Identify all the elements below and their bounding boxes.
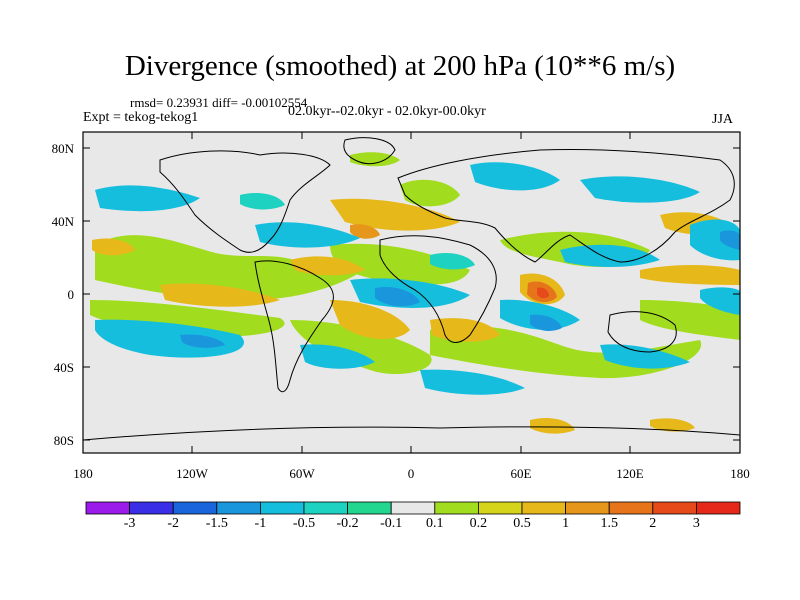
colorbar-swatch — [129, 501, 174, 515]
contour-positive-band — [430, 318, 500, 342]
colorbar-label: -2 — [167, 516, 180, 531]
colorbar-swatch — [347, 501, 392, 515]
coastlines — [83, 137, 740, 441]
contour-negative-band — [580, 176, 700, 203]
coastline-eurasia — [397, 149, 735, 263]
contour-negative-band — [420, 369, 525, 395]
contour-positive-band — [330, 243, 470, 285]
contour-strong-negative — [375, 286, 420, 307]
colorbar-label: -0.1 — [380, 516, 403, 531]
lat-label-40s: 40S — [53, 360, 74, 375]
season-label: JJA — [712, 112, 734, 127]
contour-negative-band — [430, 253, 475, 270]
contour-negative-band — [470, 162, 560, 191]
colorbar-swatch — [608, 501, 654, 515]
colorbar-swatch — [390, 501, 436, 515]
contour-strong-negative — [720, 230, 740, 250]
contour-negative-band — [300, 344, 375, 369]
contour-positive-band — [290, 320, 432, 375]
lat-label-0: 0 — [67, 287, 75, 302]
colorbar-label: -0.2 — [336, 516, 359, 531]
colorbar-label: 2 — [649, 516, 657, 531]
colorbar-swatch — [652, 501, 697, 515]
colorbar-label: -1.5 — [205, 516, 228, 531]
colorbar-label: 0.2 — [469, 516, 488, 531]
lon-label-60w: 60W — [289, 466, 315, 481]
coastline-north-america — [159, 150, 331, 253]
colorbar-swatch — [477, 501, 523, 515]
colorbar-label: 3 — [692, 516, 700, 531]
colorbar-label: -3 — [123, 516, 136, 531]
lon-label-120w: 120W — [176, 466, 208, 481]
plot-title: Divergence (smoothed) at 200 hPa (10**6 … — [124, 50, 676, 82]
coastline-south-america — [254, 260, 334, 393]
colorbar-label: -1 — [254, 516, 267, 531]
colorbar — [85, 501, 741, 515]
coastline-africa — [379, 235, 497, 343]
contour-negative-band — [700, 287, 740, 315]
colorbar-swatch — [565, 501, 610, 515]
stats-text: rmsd= 0.23931 diff= -0.00102554 — [130, 95, 308, 110]
colorbar-label: 1.5 — [600, 516, 618, 531]
contour-positive-band — [530, 418, 575, 434]
lon-label-120e: 120E — [616, 466, 644, 481]
colorbar-label: 0.5 — [513, 516, 531, 531]
contour-negative-band — [690, 219, 740, 261]
contour-positive-band — [640, 265, 740, 285]
lon-label-60e: 60E — [510, 466, 532, 481]
experiment-label: Expt = tekog-tekog1 — [83, 110, 199, 125]
contour-positive-band — [400, 179, 460, 207]
contour-strong-negative — [530, 314, 562, 331]
contour-positive-band — [330, 198, 460, 231]
contour-strong-positive — [537, 287, 549, 299]
contour-positive-band — [640, 300, 740, 340]
colorbar-swatch — [434, 501, 479, 515]
colorbar-swatch — [259, 501, 305, 515]
contour-negative-band — [255, 222, 360, 248]
contour-negative-band — [95, 185, 200, 212]
contour-negative-band — [500, 299, 580, 330]
colorbar-label: 0.1 — [426, 516, 444, 531]
period-label: 02.0kyr--02.0kyr - 02.0kyr-00.0kyr — [288, 104, 486, 119]
coastline-greenland — [343, 137, 396, 165]
colorbar-swatch — [696, 501, 741, 515]
coastline-antarctica — [83, 426, 740, 441]
contour-positive-band — [160, 283, 280, 307]
lat-label-80n: 80N — [51, 141, 74, 156]
contour-strong-negative — [180, 334, 225, 348]
contour-positive-band — [92, 238, 135, 256]
colorbar-swatch — [85, 501, 130, 515]
colorbar-swatch — [216, 501, 261, 515]
lat-label-40n: 40N — [51, 214, 74, 229]
contour-positive-band — [650, 418, 695, 432]
coastline-australia — [607, 311, 677, 353]
contour-positive-band — [290, 256, 365, 276]
colorbar-swatch — [521, 501, 566, 515]
colorbar-swatch — [303, 501, 348, 515]
axis-ticks — [82, 132, 741, 453]
colorbar-swatch — [172, 501, 218, 515]
contour-strong-positive — [350, 224, 380, 239]
contour-positive-band — [95, 235, 380, 300]
lon-label-180e: 180 — [730, 466, 750, 481]
field-contours — [90, 152, 740, 434]
colorbar-label: 1 — [562, 516, 570, 531]
colorbar-label: -0.5 — [292, 516, 316, 531]
contour-negative-band — [600, 344, 690, 369]
lon-label-0: 0 — [407, 466, 415, 481]
contour-negative-band — [95, 319, 244, 358]
lat-label-80s: 80S — [53, 433, 74, 448]
contour-positive-band — [330, 300, 410, 340]
lon-label-180w: 180 — [73, 466, 93, 481]
contour-negative-band — [240, 193, 285, 210]
contour-negative-band — [560, 244, 660, 267]
